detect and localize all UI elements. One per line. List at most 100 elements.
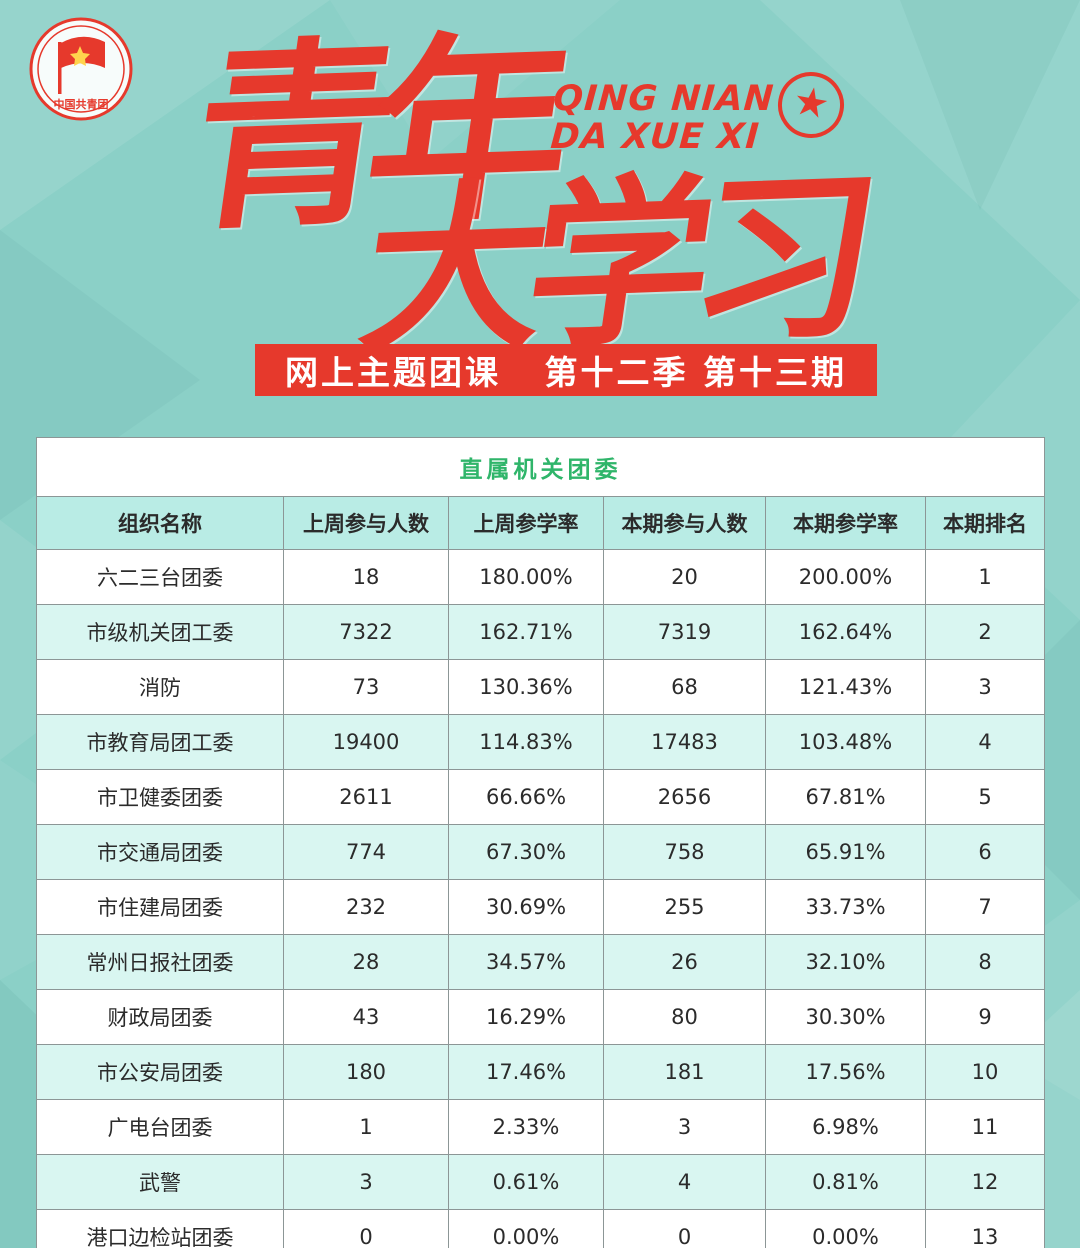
table-title: 直属机关团委 bbox=[36, 437, 1045, 497]
table-cell: 市教育局团工委 bbox=[36, 714, 284, 770]
table-row: 广电台团委 1 2.33% 3 6.98% 11 bbox=[36, 1099, 1045, 1155]
table-cell: 200.00% bbox=[765, 549, 926, 605]
table-cell: 180.00% bbox=[448, 549, 604, 605]
column-header: 本期排名 bbox=[925, 496, 1045, 550]
table-cell: 财政局团委 bbox=[36, 989, 284, 1045]
table-cell: 武警 bbox=[36, 1154, 284, 1210]
table-row: 市交通局团委 774 67.30% 758 65.91% 6 bbox=[36, 824, 1045, 880]
table-cell: 180 bbox=[283, 1044, 449, 1100]
table-cell: 0.61% bbox=[448, 1154, 604, 1210]
table-cell: 758 bbox=[603, 824, 766, 880]
table-cell: 80 bbox=[603, 989, 766, 1045]
column-header: 本期参学率 bbox=[765, 496, 926, 550]
table-cell: 2611 bbox=[283, 769, 449, 825]
table-cell: 0 bbox=[283, 1209, 449, 1248]
table-cell: 港口边检站团委 bbox=[36, 1209, 284, 1248]
table-cell: 162.64% bbox=[765, 604, 926, 660]
table-cell: 3 bbox=[603, 1099, 766, 1155]
column-header: 组织名称 bbox=[36, 496, 284, 550]
table-cell: 2 bbox=[925, 604, 1045, 660]
table-cell: 30.30% bbox=[765, 989, 926, 1045]
table-cell: 消防 bbox=[36, 659, 284, 715]
banner-text: 网上主题团课 第十二季 第十三期 bbox=[285, 353, 847, 392]
table-cell: 市住建局团委 bbox=[36, 879, 284, 935]
table-cell: 103.48% bbox=[765, 714, 926, 770]
table-cell: 16.29% bbox=[448, 989, 604, 1045]
table-cell: 1 bbox=[283, 1099, 449, 1155]
table-cell: 0.00% bbox=[765, 1209, 926, 1248]
table-cell: 4 bbox=[603, 1154, 766, 1210]
table-row: 市公安局团委 180 17.46% 181 17.56% 10 bbox=[36, 1044, 1045, 1100]
stats-table: 直属机关团委 组织名称 上周参与人数 上周参学率 本期参与人数 本期参学率 本期排名 六二… bbox=[36, 437, 1045, 1248]
column-header: 上周参与人数 bbox=[283, 496, 449, 550]
table-cell: 255 bbox=[603, 879, 766, 935]
youth-league-emblem-icon: 中国共青团 bbox=[29, 17, 133, 121]
table-cell: 17483 bbox=[603, 714, 766, 770]
table-cell: 6 bbox=[925, 824, 1045, 880]
table-cell: 11 bbox=[925, 1099, 1045, 1155]
table-row: 消防 73 130.36% 68 121.43% 3 bbox=[36, 659, 1045, 715]
table-cell: 常州日报社团委 bbox=[36, 934, 284, 990]
table-cell: 市公安局团委 bbox=[36, 1044, 284, 1100]
table-cell: 六二三台团委 bbox=[36, 549, 284, 605]
table-cell: 0.81% bbox=[765, 1154, 926, 1210]
table-row: 财政局团委 43 16.29% 80 30.30% 9 bbox=[36, 989, 1045, 1045]
banner: 网上主题团课 第十二季 第十三期 bbox=[255, 344, 877, 396]
table-body: 六二三台团委 18 180.00% 20 200.00% 1 市级机关团工委 7322 162.… bbox=[36, 549, 1045, 1248]
table-row: 港口边检站团委 0 0.00% 0 0.00% 13 bbox=[36, 1209, 1045, 1248]
column-header: 上周参学率 bbox=[448, 496, 604, 550]
table-cell: 9 bbox=[925, 989, 1045, 1045]
table-row: 市住建局团委 232 30.69% 255 33.73% 7 bbox=[36, 879, 1045, 935]
table-cell: 32.10% bbox=[765, 934, 926, 990]
table-cell: 3 bbox=[283, 1154, 449, 1210]
table-cell: 2656 bbox=[603, 769, 766, 825]
table-cell: 34.57% bbox=[448, 934, 604, 990]
table-cell: 5 bbox=[925, 769, 1045, 825]
table-cell: 广电台团委 bbox=[36, 1099, 284, 1155]
table-cell: 17.56% bbox=[765, 1044, 926, 1100]
table-cell: 2.33% bbox=[448, 1099, 604, 1155]
table-cell: 市卫健委团委 bbox=[36, 769, 284, 825]
table-cell: 30.69% bbox=[448, 879, 604, 935]
table-cell: 0.00% bbox=[448, 1209, 604, 1248]
table-cell: 6.98% bbox=[765, 1099, 926, 1155]
table-cell: 774 bbox=[283, 824, 449, 880]
table-row: 市卫健委团委 2611 66.66% 2656 67.81% 5 bbox=[36, 769, 1045, 825]
table-cell: 0 bbox=[603, 1209, 766, 1248]
table-row: 六二三台团委 18 180.00% 20 200.00% 1 bbox=[36, 549, 1045, 605]
table-cell: 67.81% bbox=[765, 769, 926, 825]
table-title-row: 直属机关团委 bbox=[36, 437, 1045, 497]
youth-league-emblem: 中国共青团 bbox=[28, 16, 134, 122]
table-cell: 4 bbox=[925, 714, 1045, 770]
table-cell: 66.66% bbox=[448, 769, 604, 825]
table-cell: 114.83% bbox=[448, 714, 604, 770]
table-cell: 67.30% bbox=[448, 824, 604, 880]
table-row: 常州日报社团委 28 34.57% 26 32.10% 8 bbox=[36, 934, 1045, 990]
table-row: 武警 3 0.61% 4 0.81% 12 bbox=[36, 1154, 1045, 1210]
table-cell: 65.91% bbox=[765, 824, 926, 880]
table-cell: 13 bbox=[925, 1209, 1045, 1248]
column-header: 本期参与人数 bbox=[603, 496, 766, 550]
table-row: 市级机关团工委 7322 162.71% 7319 162.64% 2 bbox=[36, 604, 1045, 660]
table-cell: 8 bbox=[925, 934, 1045, 990]
table-header-row: 组织名称 上周参与人数 上周参学率 本期参与人数 本期参学率 本期排名 bbox=[36, 496, 1045, 550]
table-cell: 19400 bbox=[283, 714, 449, 770]
table-cell: 68 bbox=[603, 659, 766, 715]
table-cell: 43 bbox=[283, 989, 449, 1045]
table-cell: 17.46% bbox=[448, 1044, 604, 1100]
table-cell: 26 bbox=[603, 934, 766, 990]
table-cell: 10 bbox=[925, 1044, 1045, 1100]
svg-text:中国共青团: 中国共青团 bbox=[54, 97, 109, 111]
table-cell: 7319 bbox=[603, 604, 766, 660]
stats-table-card: 直属机关团委 组织名称 上周参与人数 上周参学率 本期参与人数 本期参学率 本期排名 六二… bbox=[36, 437, 1045, 1248]
table-cell: 130.36% bbox=[448, 659, 604, 715]
table-cell: 12 bbox=[925, 1154, 1045, 1210]
table-cell: 181 bbox=[603, 1044, 766, 1100]
table-cell: 7322 bbox=[283, 604, 449, 660]
table-cell: 1 bbox=[925, 549, 1045, 605]
table-cell: 33.73% bbox=[765, 879, 926, 935]
table-cell: 232 bbox=[283, 879, 449, 935]
table-cell: 3 bbox=[925, 659, 1045, 715]
table-cell: 20 bbox=[603, 549, 766, 605]
